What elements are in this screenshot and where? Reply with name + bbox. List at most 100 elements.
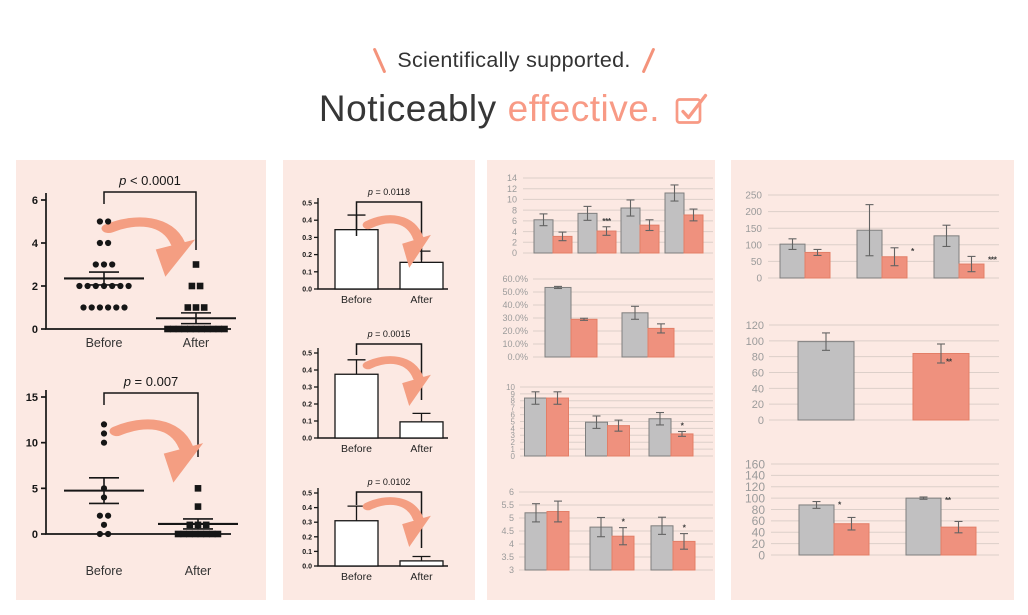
svg-text:After: After xyxy=(410,294,433,306)
svg-text:0.0: 0.0 xyxy=(302,287,312,294)
panel-dot-plots: 0 2 4 6 p < 0.0001 Before After 0 5 10 15 p = 0.007… xyxy=(16,160,266,600)
svg-text:0: 0 xyxy=(512,248,517,258)
panel-grouped-bars-small: 0 2 4 6 8 10 12 14 *** 0.0% 10.0% 20.0% 30.0% 40.0% 50… xyxy=(487,160,715,600)
svg-text:50: 50 xyxy=(751,257,763,268)
slash-right-icon xyxy=(641,47,656,74)
svg-text:After: After xyxy=(410,571,433,583)
svg-text:80: 80 xyxy=(752,352,764,364)
svg-text:0.5: 0.5 xyxy=(302,491,312,498)
svg-text:*: * xyxy=(683,523,687,533)
svg-text:20: 20 xyxy=(752,537,766,551)
svg-text:60: 60 xyxy=(752,514,766,528)
svg-text:4.5: 4.5 xyxy=(501,526,514,536)
svg-text:0.2: 0.2 xyxy=(302,252,312,259)
svg-text:140: 140 xyxy=(745,469,765,483)
svg-text:0.0%: 0.0% xyxy=(507,352,528,362)
svg-text:0: 0 xyxy=(758,415,764,427)
title-word-accent: effective. xyxy=(507,88,661,129)
svg-text:2: 2 xyxy=(511,438,516,447)
svg-text:0: 0 xyxy=(756,274,762,285)
svg-text:*: * xyxy=(838,500,842,510)
svg-text:*: * xyxy=(681,421,685,431)
svg-text:0.3: 0.3 xyxy=(302,520,312,527)
grouped-bars-large-svg: 050100150200250****020406080100120**0204… xyxy=(745,191,999,562)
svg-text:100: 100 xyxy=(745,240,762,251)
svg-text:40.0%: 40.0% xyxy=(502,300,528,310)
svg-text:p < 0.0001: p < 0.0001 xyxy=(118,173,181,188)
svg-text:*: * xyxy=(911,246,915,256)
svg-text:After: After xyxy=(183,336,209,350)
svg-text:0.3: 0.3 xyxy=(302,235,312,242)
svg-text:Before: Before xyxy=(341,443,372,455)
svg-text:2: 2 xyxy=(512,238,517,248)
svg-text:p = 0.0118: p = 0.0118 xyxy=(367,187,410,197)
svg-text:2: 2 xyxy=(32,281,38,293)
svg-text:0.1: 0.1 xyxy=(302,269,312,276)
svg-text:0.2: 0.2 xyxy=(302,402,312,409)
main-title: Noticeably effective. xyxy=(0,88,1028,130)
svg-text:10.0%: 10.0% xyxy=(502,339,528,349)
svg-text:**: ** xyxy=(945,495,952,505)
svg-text:***: *** xyxy=(988,254,998,264)
svg-text:0.4: 0.4 xyxy=(302,218,312,225)
svg-text:After: After xyxy=(185,564,211,578)
svg-text:30.0%: 30.0% xyxy=(502,313,528,323)
tagline-text: Scientifically supported. xyxy=(397,48,631,72)
grouped-bars-small-svg: 02468101214***0.0%10.0%20.0%30.0%40.0%50… xyxy=(501,173,713,575)
svg-text:0.5: 0.5 xyxy=(302,201,312,208)
svg-text:4: 4 xyxy=(32,238,39,250)
svg-text:100: 100 xyxy=(746,336,764,348)
svg-text:p = 0.0102: p = 0.0102 xyxy=(367,477,411,487)
svg-text:6: 6 xyxy=(32,195,38,207)
svg-text:0.3: 0.3 xyxy=(302,385,312,392)
svg-text:9: 9 xyxy=(511,390,516,399)
svg-text:10: 10 xyxy=(26,438,38,450)
panel-grouped-bars-large: 0 50 100 150 200 250 * *** 0 20 40 60 80 100 120 ** 0 20 4… xyxy=(731,160,1014,600)
dot-plots-svg: 0 2 4 6 p < 0.0001 Before After 0 5 10 15 p = 0.007… xyxy=(26,173,238,578)
svg-text:3: 3 xyxy=(509,565,514,575)
svg-text:120: 120 xyxy=(746,320,764,332)
svg-text:After: After xyxy=(410,443,433,455)
svg-text:100: 100 xyxy=(745,491,765,505)
svg-text:3: 3 xyxy=(511,431,516,440)
svg-text:50.0%: 50.0% xyxy=(502,287,528,297)
svg-text:40: 40 xyxy=(752,526,766,540)
svg-text:4: 4 xyxy=(512,227,517,237)
svg-text:3.5: 3.5 xyxy=(501,552,514,562)
svg-text:6: 6 xyxy=(511,410,516,419)
svg-text:14: 14 xyxy=(507,173,517,183)
svg-text:0.0: 0.0 xyxy=(302,564,312,571)
svg-text:0: 0 xyxy=(511,452,516,461)
svg-text:6: 6 xyxy=(512,216,517,226)
panel-prism-bars: 0.0 0.1 0.2 0.3 0.4 0.5 Before After p = 0.0118 0… xyxy=(283,160,475,600)
svg-text:0.4: 0.4 xyxy=(302,505,312,512)
tagline: Scientifically supported. xyxy=(0,47,1028,74)
svg-text:4: 4 xyxy=(511,424,516,433)
svg-text:120: 120 xyxy=(745,480,765,494)
svg-text:Before: Before xyxy=(341,294,372,306)
svg-text:12: 12 xyxy=(507,184,517,194)
svg-text:20.0%: 20.0% xyxy=(502,326,528,336)
svg-text:160: 160 xyxy=(745,457,765,471)
svg-text:250: 250 xyxy=(745,191,762,202)
svg-text:0.1: 0.1 xyxy=(302,419,312,426)
svg-text:20: 20 xyxy=(752,399,764,411)
svg-text:0.4: 0.4 xyxy=(302,368,312,375)
svg-text:8: 8 xyxy=(512,205,517,215)
svg-text:150: 150 xyxy=(745,224,762,235)
svg-text:5: 5 xyxy=(511,417,516,426)
svg-text:6: 6 xyxy=(509,487,514,497)
svg-text:200: 200 xyxy=(745,207,762,218)
svg-text:15: 15 xyxy=(26,392,38,404)
svg-text:0.0: 0.0 xyxy=(302,436,312,443)
svg-text:1: 1 xyxy=(511,445,516,454)
svg-text:10: 10 xyxy=(506,383,515,392)
svg-text:60.0%: 60.0% xyxy=(502,274,528,284)
svg-text:Before: Before xyxy=(86,336,123,350)
svg-text:60: 60 xyxy=(752,367,764,379)
svg-text:Before: Before xyxy=(341,571,372,583)
svg-text:4: 4 xyxy=(509,539,514,549)
svg-text:10: 10 xyxy=(507,195,517,205)
checkbox-icon xyxy=(675,93,708,124)
svg-text:0.1: 0.1 xyxy=(302,549,312,556)
